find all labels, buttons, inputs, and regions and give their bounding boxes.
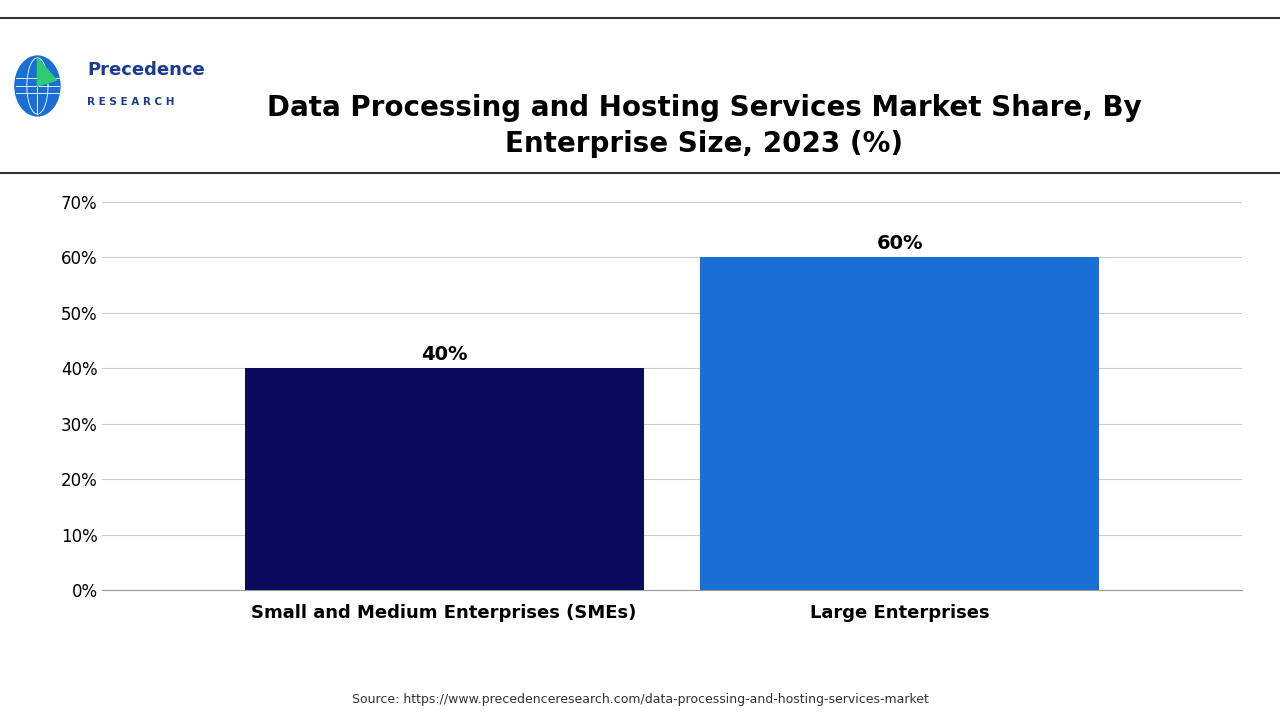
Text: Precedence: Precedence [87, 61, 205, 79]
Text: 40%: 40% [421, 345, 467, 364]
Text: 60%: 60% [877, 234, 923, 253]
Bar [244, 368, 644, 590]
Polygon shape [37, 58, 56, 86]
Text: R E S E A R C H: R E S E A R C H [87, 97, 174, 107]
Circle shape [15, 56, 60, 116]
Text: Source: https://www.precedenceresearch.com/data-processing-and-hosting-services-: Source: https://www.precedenceresearch.c… [352, 693, 928, 706]
Bar [700, 257, 1100, 590]
Text: Data Processing and Hosting Services Market Share, By
Enterprise Size, 2023 (%): Data Processing and Hosting Services Mar… [266, 94, 1142, 158]
